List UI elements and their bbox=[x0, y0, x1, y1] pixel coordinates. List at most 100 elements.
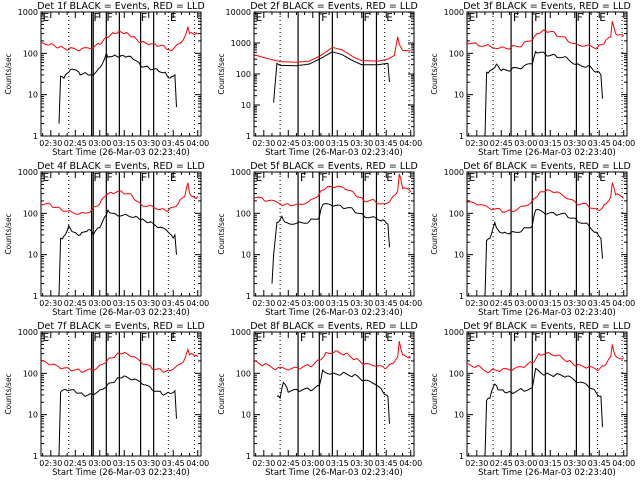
x-tick-label: 03:00 bbox=[88, 139, 111, 148]
x-axis-label: Start Time (26-Mar-03 02:23:40) bbox=[478, 468, 616, 478]
event-marker-e: E bbox=[256, 331, 263, 344]
x-tick-label: 03:00 bbox=[514, 299, 537, 308]
y-tick-label: 1 bbox=[33, 292, 38, 301]
y-tick-label: 1000 bbox=[231, 168, 251, 177]
x-tick-label: 04:00 bbox=[186, 299, 209, 308]
chart-svg: Det 4f BLACK = Events, RED = LLD 1 10 100 10… bbox=[4, 161, 209, 318]
y-tick-label: 1000 bbox=[18, 328, 38, 337]
y-tick-label: 10 bbox=[454, 411, 464, 420]
chart-svg: Det 6f BLACK = Events, RED = LLD 1 10 100 10… bbox=[430, 161, 635, 318]
x-tick-label: 03:15 bbox=[113, 299, 136, 308]
y-tick-label: 100 bbox=[236, 70, 251, 79]
chart-panel-2: Det 2f BLACK = Events, RED = LLD 1 10 100 10… bbox=[213, 0, 426, 160]
chart-title: Det 2f BLACK = Events, RED = LLD bbox=[250, 1, 418, 12]
y-tick-label: 10 bbox=[241, 411, 251, 420]
y-axis-label: Counts/sec bbox=[430, 53, 439, 94]
y-tick-label: 10 bbox=[28, 411, 38, 420]
y-tick-label: 100 bbox=[23, 49, 38, 58]
y-tick-label: 1 bbox=[246, 132, 251, 141]
x-axis-label: Start Time (26-Mar-03 02:23:40) bbox=[52, 468, 190, 478]
x-tick-label: 03:15 bbox=[326, 299, 349, 308]
series-line-lld bbox=[253, 173, 412, 207]
y-tick-label: 100 bbox=[23, 209, 38, 218]
event-marker-f: F bbox=[513, 331, 520, 344]
x-tick-label: 02:45 bbox=[490, 299, 513, 308]
x-tick-label: 02:30 bbox=[39, 139, 62, 148]
series-line-events bbox=[58, 208, 177, 297]
event-marker-f: F bbox=[300, 331, 307, 344]
x-tick-label: 04:00 bbox=[612, 459, 635, 468]
x-tick-label: 02:30 bbox=[465, 459, 488, 468]
event-marker-e: E bbox=[386, 11, 393, 24]
event-marker-f: F bbox=[513, 171, 520, 184]
plot-frame bbox=[466, 11, 628, 137]
x-tick-label: 02:45 bbox=[277, 139, 300, 148]
event-marker-f: F bbox=[576, 171, 583, 184]
event-marker-f: F bbox=[321, 11, 328, 24]
event-marker-e: E bbox=[599, 331, 606, 344]
series-line-lld bbox=[40, 25, 199, 52]
x-tick-label: 02:30 bbox=[252, 459, 275, 468]
series-line-lld bbox=[40, 182, 199, 215]
y-axis-label: Counts/sec bbox=[217, 53, 226, 94]
chart-svg: Det 8f BLACK = Events, RED = LLD 1 10 100 10… bbox=[217, 321, 422, 478]
x-tick-label: 03:30 bbox=[350, 299, 373, 308]
y-axis-label: Counts/sec bbox=[217, 373, 226, 414]
chart-svg: Det 1f BLACK = Events, RED = LLD 1 10 100 10… bbox=[4, 1, 209, 158]
chart-panel-4: Det 4f BLACK = Events, RED = LLD 1 10 100 10… bbox=[0, 160, 213, 320]
chart-panel-6: Det 6f BLACK = Events, RED = LLD 1 10 100 10… bbox=[426, 160, 639, 320]
x-tick-label: 03:45 bbox=[588, 139, 611, 148]
y-axis-label: Counts/sec bbox=[217, 213, 226, 254]
event-marker-e: E bbox=[469, 331, 476, 344]
x-tick-label: 04:00 bbox=[399, 299, 422, 308]
y-tick-label: 1 bbox=[459, 132, 464, 141]
chart-panel-3: Det 3f BLACK = Events, RED = LLD 1 10 100 10… bbox=[426, 0, 639, 160]
chart-svg: Det 7f BLACK = Events, RED = LLD 1 10 100 10… bbox=[4, 321, 209, 478]
event-marker-f: F bbox=[534, 331, 541, 344]
event-marker-e: E bbox=[599, 171, 606, 184]
y-tick-label: 10 bbox=[28, 251, 38, 260]
event-marker-e: E bbox=[43, 11, 50, 24]
series-line-lld bbox=[253, 36, 411, 63]
x-tick-label: 02:45 bbox=[277, 299, 300, 308]
y-tick-label: 1 bbox=[246, 292, 251, 301]
event-marker-e: E bbox=[256, 171, 263, 184]
event-marker-f: F bbox=[106, 331, 113, 344]
y-tick-label: 1 bbox=[459, 292, 464, 301]
y-tick-label: 1000 bbox=[18, 8, 38, 17]
y-tick-label: 10000 bbox=[226, 8, 251, 17]
y-tick-label: 1000 bbox=[18, 168, 38, 177]
x-axis-label: Start Time (26-Mar-03 02:23:40) bbox=[52, 148, 190, 158]
event-marker-f: F bbox=[93, 171, 100, 184]
x-tick-label: 03:15 bbox=[113, 139, 136, 148]
x-tick-label: 03:15 bbox=[539, 299, 562, 308]
series-line-events bbox=[271, 203, 390, 284]
y-tick-label: 1000 bbox=[231, 39, 251, 48]
plot-frame bbox=[253, 331, 415, 457]
x-axis-label: Start Time (26-Mar-03 02:23:40) bbox=[478, 308, 616, 318]
series-line-events bbox=[484, 367, 603, 457]
x-tick-label: 03:45 bbox=[162, 459, 185, 468]
series-line-events bbox=[58, 375, 177, 457]
x-tick-label: 04:00 bbox=[186, 459, 209, 468]
y-tick-label: 100 bbox=[449, 209, 464, 218]
chart-svg: Det 3f BLACK = Events, RED = LLD 1 10 100 10… bbox=[430, 1, 635, 158]
event-marker-e: E bbox=[386, 171, 393, 184]
x-tick-label: 02:45 bbox=[64, 299, 87, 308]
chart-panel-8: Det 8f BLACK = Events, RED = LLD 1 10 100 10… bbox=[213, 320, 426, 480]
x-tick-label: 02:30 bbox=[252, 299, 275, 308]
event-marker-e: E bbox=[170, 11, 177, 24]
plot-frame bbox=[40, 331, 202, 457]
x-tick-label: 03:00 bbox=[88, 299, 111, 308]
series-line-lld bbox=[40, 347, 199, 373]
y-tick-label: 1000 bbox=[444, 8, 464, 17]
event-marker-e: E bbox=[170, 171, 177, 184]
x-axis-label: Start Time (26-Mar-03 02:23:40) bbox=[478, 148, 616, 158]
x-tick-label: 03:15 bbox=[326, 139, 349, 148]
event-marker-f: F bbox=[93, 11, 100, 24]
x-tick-label: 03:45 bbox=[375, 299, 398, 308]
x-tick-label: 03:30 bbox=[350, 139, 373, 148]
x-tick-label: 04:00 bbox=[399, 459, 422, 468]
x-axis-label: Start Time (26-Mar-03 02:23:40) bbox=[52, 308, 190, 318]
